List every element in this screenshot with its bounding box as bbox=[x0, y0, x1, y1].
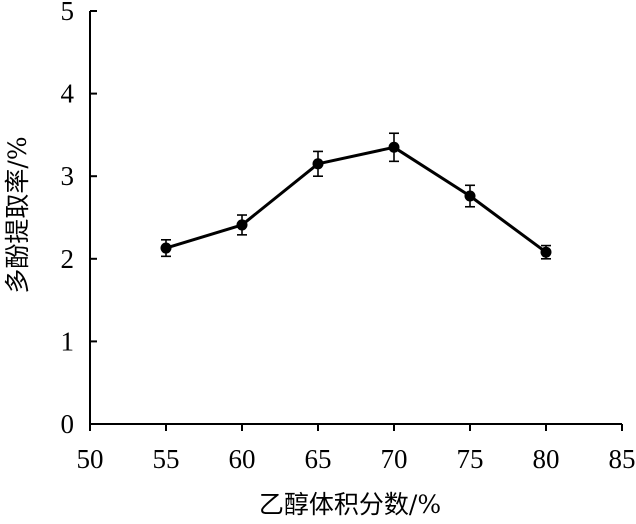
x-ticks: 50 55 60 65 70 75 80 85 bbox=[77, 424, 636, 474]
x-tick-label: 85 bbox=[609, 444, 636, 474]
y-tick-label: 1 bbox=[61, 326, 75, 356]
y-tick-label: 0 bbox=[61, 409, 75, 439]
data-point bbox=[388, 141, 400, 153]
data-point bbox=[540, 246, 552, 258]
x-tick-label: 50 bbox=[77, 444, 104, 474]
y-axis-title: 多酚提取率/% bbox=[3, 136, 32, 293]
x-tick-label: 80 bbox=[533, 444, 560, 474]
x-axis-title: 乙醇体积分数/% bbox=[259, 490, 441, 519]
x-tick-label: 70 bbox=[381, 444, 408, 474]
series bbox=[160, 132, 552, 260]
y-tick-label: 5 bbox=[61, 0, 75, 26]
x-tick-label: 75 bbox=[457, 444, 484, 474]
data-point bbox=[312, 158, 324, 170]
x-tick-label: 60 bbox=[229, 444, 256, 474]
x-tick-label: 55 bbox=[153, 444, 180, 474]
y-tick-label: 2 bbox=[61, 244, 75, 274]
data-point bbox=[160, 242, 172, 254]
x-axis: 50 55 60 65 70 75 80 85 bbox=[77, 423, 636, 474]
data-point bbox=[464, 190, 476, 202]
x-tick-label: 65 bbox=[305, 444, 332, 474]
y-tick-label: 3 bbox=[61, 161, 75, 191]
data-point bbox=[236, 219, 248, 231]
y-ticks: 0 1 2 3 4 5 bbox=[61, 0, 97, 439]
y-axis: 0 1 2 3 4 5 bbox=[61, 0, 97, 439]
y-tick-label: 4 bbox=[61, 79, 75, 109]
series-line bbox=[165, 145, 547, 254]
